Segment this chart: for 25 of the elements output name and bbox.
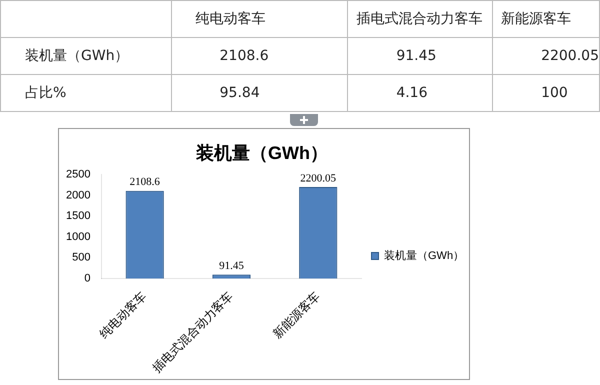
data-label: 2108.6 <box>130 176 160 188</box>
x-tick-label: 插电式混合动力客车 <box>150 288 236 376</box>
category-label: 插电式混合动力客车 <box>348 0 493 38</box>
text: 装机量（GWh） <box>0 38 172 74</box>
y-tick-label: 2500 <box>66 168 90 181</box>
chart-title: 装机量（GWh） <box>195 142 328 163</box>
x-tick-label: 纯电动客车 <box>96 288 150 342</box>
y-tick-label: 0 <box>84 272 90 284</box>
y-tick-label: 2000 <box>66 189 90 202</box>
data-label: 2200.05 <box>300 172 337 184</box>
x-tick-label: 新能源客车 <box>270 288 323 342</box>
category-label: 新能源客车 <box>492 0 600 38</box>
data-label: 2200.05 <box>492 38 600 74</box>
y-tick-label: 1500 <box>66 210 90 222</box>
legend-label: 装机量（GWh） <box>384 249 464 262</box>
data-label: 91.45 <box>348 38 493 74</box>
data-label: 2108.6 <box>171 38 348 74</box>
category-label: 纯电动客车 <box>171 0 348 38</box>
data-label: 4.16 <box>348 74 493 112</box>
y-tick-label: 1000 <box>66 230 90 243</box>
data-label: 95.84 <box>171 74 348 112</box>
text: 占比% <box>0 74 172 112</box>
data-label: 100 <box>492 74 600 112</box>
data-label: 91.45 <box>219 260 244 272</box>
y-tick-label: 500 <box>72 252 90 264</box>
